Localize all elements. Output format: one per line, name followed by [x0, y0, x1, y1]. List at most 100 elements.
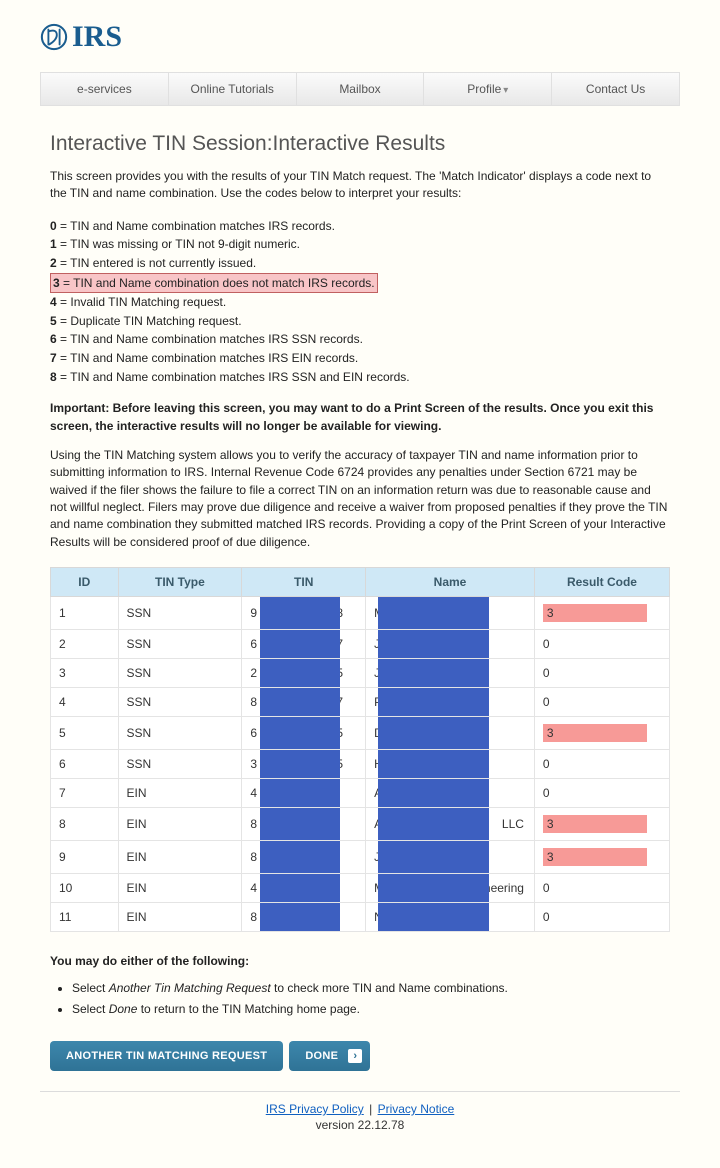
- cell-tin-type: EIN: [118, 779, 242, 808]
- cell-result: 0: [534, 688, 669, 717]
- nav-eservices[interactable]: e-services: [41, 73, 169, 105]
- irs-emblem-icon: [40, 23, 68, 51]
- col-id: ID: [51, 568, 119, 597]
- col-tin: TIN: [242, 568, 366, 597]
- nav-contact[interactable]: Contact Us: [552, 73, 679, 105]
- redaction-block: [260, 717, 340, 749]
- another-request-label: ANOTHER TIN MATCHING REQUEST: [66, 1050, 267, 1062]
- cell-name: J: [366, 630, 535, 659]
- nav-contact-label: Contact Us: [586, 82, 645, 96]
- redaction-block: [260, 841, 340, 873]
- done-label: DONE: [305, 1050, 338, 1062]
- cell-id: 5: [51, 717, 119, 750]
- cell-tin: 8: [242, 841, 366, 874]
- cell-tin: 98: [242, 597, 366, 630]
- cell-name: N: [366, 903, 535, 932]
- cell-tin: 8: [242, 808, 366, 841]
- cell-name: J: [366, 659, 535, 688]
- another-request-button[interactable]: ANOTHER TIN MATCHING REQUEST: [50, 1041, 283, 1071]
- code-line: 5 = Duplicate TIN Matching request.: [50, 312, 670, 331]
- redaction-block: [260, 659, 340, 687]
- redaction-block: [260, 630, 340, 658]
- version-text: version 22.12.78: [40, 1118, 680, 1132]
- table-row: 8EIN8ALLC3: [51, 808, 670, 841]
- redaction-block: [378, 659, 489, 687]
- cell-id: 2: [51, 630, 119, 659]
- cell-id: 4: [51, 688, 119, 717]
- due-diligence-paragraph: Using the TIN Matching system allows you…: [50, 447, 670, 551]
- nav-profile-label: Profile: [467, 82, 501, 96]
- col-tin-type: TIN Type: [118, 568, 242, 597]
- cell-tin-type: SSN: [118, 717, 242, 750]
- nav-tutorials-label: Online Tutorials: [191, 82, 274, 96]
- redaction-block: [378, 750, 489, 778]
- table-row: 2SSN67J0: [51, 630, 670, 659]
- cell-id: 8: [51, 808, 119, 841]
- nav-profile[interactable]: Profile▾: [424, 73, 552, 105]
- col-result: Result Code: [534, 568, 669, 597]
- cell-tin: 35: [242, 750, 366, 779]
- footer-divider: [40, 1091, 680, 1092]
- redaction-block: [260, 779, 340, 807]
- cell-tin: 87: [242, 688, 366, 717]
- code-line: 0 = TIN and Name combination matches IRS…: [50, 217, 670, 236]
- table-row: 9EIN8J3: [51, 841, 670, 874]
- table-row: 3SSN25J0: [51, 659, 670, 688]
- redaction-block: [378, 903, 489, 931]
- redaction-block: [378, 717, 489, 749]
- done-button[interactable]: DONE ›: [289, 1041, 370, 1071]
- important-body: Before leaving this screen, you may want…: [50, 401, 653, 432]
- col-name: Name: [366, 568, 535, 597]
- cell-result: 3: [534, 808, 669, 841]
- redaction-block: [260, 903, 340, 931]
- cell-result: 3: [534, 841, 669, 874]
- results-table: ID TIN Type TIN Name Result Code 1 SSN 98 M…: [50, 567, 670, 932]
- cell-result: 0: [534, 630, 669, 659]
- cell-tin-type: EIN: [118, 841, 242, 874]
- cell-tin: 67: [242, 630, 366, 659]
- button-row: ANOTHER TIN MATCHING REQUEST DONE ›: [50, 1041, 670, 1071]
- cell-tin: 8: [242, 903, 366, 932]
- main-nav: e-services Online Tutorials Mailbox Prof…: [40, 72, 680, 106]
- cell-result: 0: [534, 659, 669, 688]
- redaction-block: [260, 597, 340, 629]
- cell-tin-type: EIN: [118, 808, 242, 841]
- redaction-block: [260, 688, 340, 716]
- cell-result: 0: [534, 903, 669, 932]
- cell-name: P: [366, 688, 535, 717]
- cell-id: 1: [51, 597, 119, 630]
- table-row: 5SSN65D3: [51, 717, 670, 750]
- cell-name: D: [366, 717, 535, 750]
- cell-name: Mneering: [366, 874, 535, 903]
- redaction-block: [378, 808, 489, 840]
- cell-tin-type: EIN: [118, 874, 242, 903]
- cell-tin-type: SSN: [118, 750, 242, 779]
- cell-tin: 4: [242, 874, 366, 903]
- cell-tin-type: EIN: [118, 903, 242, 932]
- table-row: 11EIN8N0: [51, 903, 670, 932]
- cell-name: ALLC: [366, 808, 535, 841]
- redaction-block: [378, 874, 489, 902]
- cell-id: 6: [51, 750, 119, 779]
- cell-name: J: [366, 841, 535, 874]
- nav-mailbox-label: Mailbox: [339, 82, 380, 96]
- code-legend: 0 = TIN and Name combination matches IRS…: [50, 217, 670, 386]
- important-lead: Important:: [50, 401, 113, 415]
- privacy-policy-link[interactable]: IRS Privacy Policy: [266, 1102, 364, 1116]
- chevron-right-icon: ›: [348, 1049, 362, 1063]
- redaction-block: [378, 630, 489, 658]
- table-row: 10EIN4Mneering0: [51, 874, 670, 903]
- footer: IRS Privacy Policy | Privacy Notice vers…: [40, 1102, 680, 1148]
- cell-id: 10: [51, 874, 119, 903]
- nav-tutorials[interactable]: Online Tutorials: [169, 73, 297, 105]
- cell-name: A: [366, 779, 535, 808]
- options-header: You may do either of the following:: [50, 954, 670, 968]
- privacy-notice-link[interactable]: Privacy Notice: [378, 1102, 455, 1116]
- nav-mailbox[interactable]: Mailbox: [297, 73, 425, 105]
- logo: IRS: [40, 20, 680, 54]
- code-line: 4 = Invalid TIN Matching request.: [50, 293, 670, 312]
- intro-text: This screen provides you with the result…: [50, 168, 670, 203]
- redaction-block: [378, 688, 489, 716]
- redaction-block: [378, 841, 489, 873]
- code-line: 8 = TIN and Name combination matches IRS…: [50, 368, 670, 387]
